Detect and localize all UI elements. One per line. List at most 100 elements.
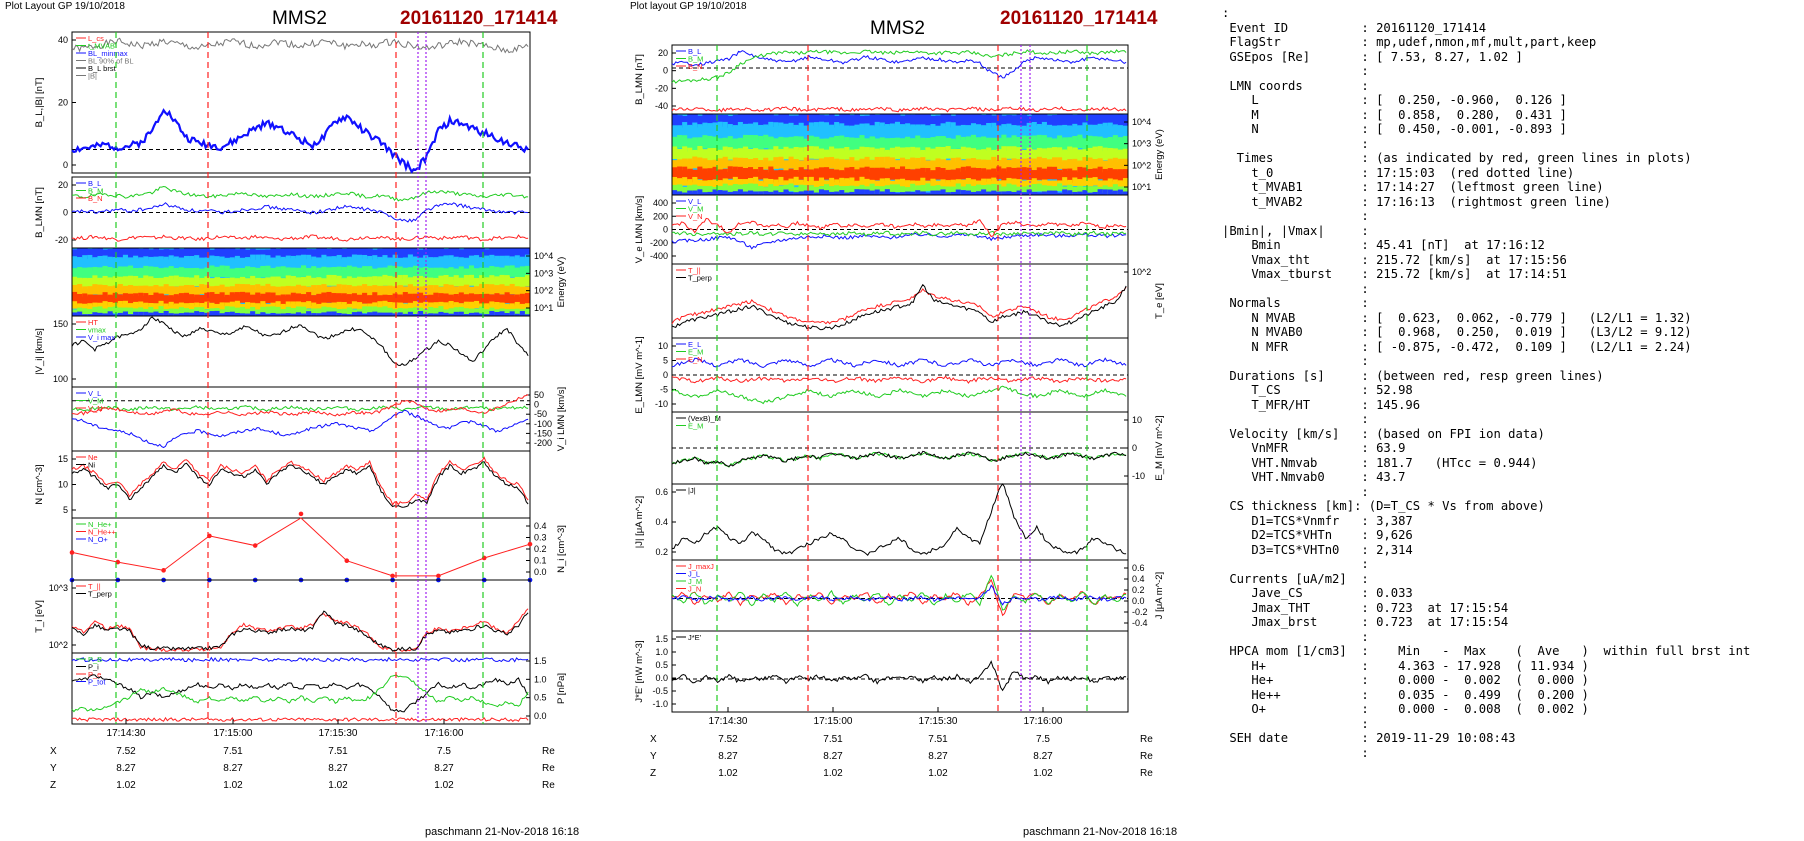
series-line-B_M (72, 185, 529, 202)
spectrogram-cell (367, 266, 373, 278)
spectrogram-cell (869, 183, 876, 192)
series-line-B_L (71, 108, 529, 174)
spectrogram-cell (834, 185, 840, 193)
spectrogram-cell (392, 309, 399, 316)
spectrogram-cell (387, 285, 394, 296)
spectrogram-cell (270, 286, 277, 297)
spectrogram-cell (722, 121, 729, 137)
spectrogram-cell (960, 146, 967, 160)
spectrogram-cell (930, 185, 936, 194)
spectrogram-cell (950, 138, 957, 153)
y-tick-label: 0.0 (655, 673, 668, 683)
y-tick-label: 400 (653, 198, 668, 208)
spectrogram-cell (1122, 158, 1129, 171)
spectrogram-cell (1112, 190, 1119, 195)
ephemeris-value: 7.51 (928, 734, 948, 745)
spectrogram-cell (285, 285, 292, 297)
data-point (344, 558, 350, 564)
info-line: : (1222, 716, 1369, 731)
spectrogram-cell (991, 115, 997, 128)
spectrogram-cell (301, 248, 307, 259)
y-tick-label: 0.4 (534, 521, 547, 531)
spectrogram-cell (265, 283, 271, 295)
spectrogram-cell (112, 306, 119, 314)
spectrogram-cell (783, 123, 790, 139)
left-footer: paschmann 21-Nov-2018 16:18 (425, 826, 580, 838)
spectrogram-cell (849, 177, 855, 186)
spectrogram-cell (133, 248, 139, 259)
spectrogram-cell (930, 148, 936, 162)
spectrogram-cell (1077, 149, 1083, 162)
spectrogram-cell (1041, 135, 1048, 149)
spectrogram-cell (117, 307, 124, 315)
spectrogram-cell (402, 286, 409, 297)
spectrogram-cell (346, 285, 353, 296)
x-tick-label: 17:15:30 (919, 716, 958, 727)
spectrogram-cell (824, 138, 830, 152)
spectrogram-cell (194, 294, 200, 306)
spectrogram-cell (818, 121, 825, 137)
spectrogram-cell (859, 167, 866, 181)
spectrogram-cell (824, 190, 830, 195)
spectrogram-cell (1082, 138, 1088, 152)
spectrogram-cell (474, 300, 480, 309)
spectrogram-cell (377, 301, 383, 309)
spectrogram-cell (996, 166, 1002, 179)
spectrogram-cell (849, 137, 855, 151)
spectrogram-cell (474, 286, 480, 297)
spectrogram-cell (1087, 124, 1094, 140)
spectrogram-cell (1067, 168, 1073, 182)
spectrogram-cell (158, 256, 165, 270)
spectrogram-cell (245, 284, 251, 295)
info-line: N MFR : [ -0.875, -0.472, 0.109 ] (L2/L1… (1222, 339, 1692, 354)
legend-entry: J_maxJ (688, 562, 714, 571)
spectrogram-cell (234, 307, 241, 315)
spectrogram-cell (672, 160, 678, 172)
spectrogram-cell (889, 137, 896, 152)
spectrogram-cell (194, 311, 200, 316)
spectrogram-cell (499, 267, 506, 280)
spectrogram-cell (722, 114, 729, 127)
spectrogram-cell (778, 176, 784, 186)
y-tick-label: -0.5 (652, 686, 668, 696)
spectrogram-cell (808, 135, 815, 150)
spectrogram-cell (824, 157, 830, 169)
spectrogram-cell (428, 257, 434, 270)
spectrogram-cell (1021, 186, 1028, 195)
spectrogram-cell (356, 276, 363, 288)
spectrogram-cell (209, 302, 215, 311)
spectrogram-cell (290, 276, 297, 287)
y-tick-label: 0.2 (534, 544, 547, 554)
spectrogram-cell (463, 257, 470, 271)
spectrogram-cell (748, 190, 754, 195)
info-line: : (1222, 281, 1369, 296)
spectrogram-cell (1097, 136, 1104, 150)
info-line: LMN coords : (1222, 78, 1369, 93)
spectrogram-cell (468, 286, 475, 297)
spectrogram-cell (1001, 191, 1007, 195)
y-tick-label: 0 (663, 66, 668, 76)
spectrogram-cell (280, 256, 287, 270)
spectrogram-cell (742, 184, 749, 192)
spectrogram-cell (894, 160, 901, 172)
spectrogram-cell (122, 293, 129, 305)
legend-entry: |B| (88, 72, 97, 81)
spectrogram-cell (773, 122, 779, 138)
spectrogram-cell (1087, 168, 1094, 182)
legend-entry: BL 90% of BL (88, 57, 134, 66)
spectrogram-cell (229, 311, 236, 316)
spectrogram-cell (458, 266, 465, 278)
spectrogram-cell (737, 166, 744, 180)
spectrogram-cell (290, 292, 297, 304)
spectrogram-cell (1072, 191, 1078, 195)
info-line: D2=TCS*VHTn : 9,626 (1222, 528, 1413, 542)
spectrogram-cell (1041, 114, 1048, 126)
spectrogram-cell (326, 267, 333, 279)
spectrogram-cell (255, 284, 261, 295)
spectrogram-cell (412, 256, 419, 270)
spectrogram-cell (758, 166, 764, 180)
spectrogram-cell (311, 256, 317, 270)
spectrogram-cell (301, 285, 307, 296)
spectrogram-cell (1092, 177, 1099, 186)
